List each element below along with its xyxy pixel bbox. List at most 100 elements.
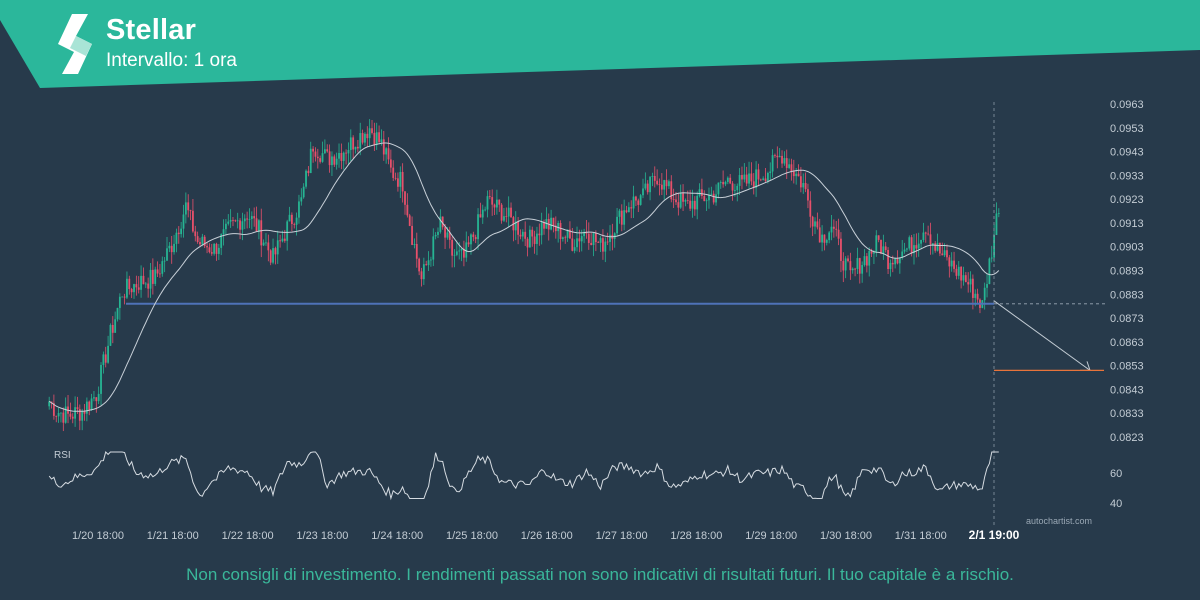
price-chart[interactable]: 0.0963 0.0953 0.0943 0.0933 0.0923 0.0913 0.09… bbox=[0, 0, 1200, 560]
candle-body bbox=[946, 250, 948, 258]
candle-body bbox=[481, 209, 484, 218]
candle-body bbox=[453, 254, 456, 256]
candle-body bbox=[887, 250, 889, 270]
candle-body bbox=[531, 229, 534, 237]
y-tick-label: 0.0933 bbox=[1110, 170, 1144, 182]
candle-body bbox=[639, 195, 642, 205]
candle-body bbox=[239, 220, 241, 230]
candle-body bbox=[463, 248, 465, 258]
candle-body bbox=[677, 202, 680, 208]
candle-body bbox=[484, 209, 487, 211]
candle-body bbox=[500, 204, 503, 221]
candle-body bbox=[710, 193, 713, 195]
candle-body bbox=[151, 269, 154, 284]
candle-body bbox=[880, 239, 882, 254]
candle-body bbox=[451, 239, 454, 256]
candle-body bbox=[788, 164, 790, 168]
y-axis: 0.0963 0.0953 0.0943 0.0933 0.0923 0.0913 0.09… bbox=[1110, 99, 1144, 444]
candle-body bbox=[194, 231, 197, 237]
candle-body bbox=[382, 139, 385, 155]
candle-body bbox=[279, 240, 282, 242]
candle-body bbox=[521, 231, 524, 237]
candle-body bbox=[215, 243, 218, 254]
candle-body bbox=[168, 245, 171, 249]
candle-body bbox=[564, 237, 567, 239]
x-tick-label: 1/26 18:00 bbox=[521, 530, 573, 542]
candle-body bbox=[182, 214, 185, 229]
candle-body bbox=[323, 149, 326, 154]
candle-body bbox=[321, 153, 324, 162]
candle-body bbox=[441, 216, 444, 228]
candle-body bbox=[345, 152, 347, 154]
y-tick-label: 0.0863 bbox=[1110, 337, 1144, 349]
candle-body bbox=[536, 233, 538, 244]
x-tick-label: 1/31 18:00 bbox=[895, 530, 947, 542]
candle-body bbox=[741, 175, 743, 180]
candle-body bbox=[389, 159, 392, 168]
candle-body bbox=[889, 262, 892, 270]
y-tick-label: 0.0913 bbox=[1110, 218, 1144, 230]
x-tick-label: 1/28 18:00 bbox=[670, 530, 722, 542]
candle-body bbox=[941, 253, 944, 256]
candle-body bbox=[295, 217, 298, 225]
candle-body bbox=[830, 226, 833, 233]
candle-body bbox=[792, 171, 795, 177]
candle-body bbox=[719, 182, 722, 183]
candle-body bbox=[399, 171, 402, 187]
candle-body bbox=[413, 243, 416, 245]
candle-body bbox=[385, 148, 388, 155]
x-tick-label: 1/30 18:00 bbox=[820, 530, 872, 542]
candle-body bbox=[653, 176, 656, 181]
candle-body bbox=[752, 181, 755, 188]
candle-body bbox=[104, 354, 107, 363]
candle-body bbox=[927, 233, 930, 235]
candle-body bbox=[632, 196, 635, 209]
candle-body bbox=[715, 194, 717, 203]
candle-body bbox=[397, 178, 399, 187]
candle-body bbox=[316, 156, 319, 159]
candle-body bbox=[757, 169, 760, 180]
candle-body bbox=[561, 237, 564, 239]
candle-body bbox=[64, 406, 67, 423]
candle-body bbox=[467, 242, 470, 245]
candle-body bbox=[578, 238, 581, 242]
candle-body bbox=[898, 257, 901, 264]
candle-body bbox=[199, 242, 201, 245]
candle-body bbox=[858, 258, 861, 274]
candle-body bbox=[229, 219, 232, 222]
candle-body bbox=[338, 153, 340, 159]
candle-body bbox=[260, 220, 263, 246]
candle-body bbox=[232, 219, 234, 221]
candle-body bbox=[432, 236, 435, 260]
candle-body bbox=[88, 401, 91, 410]
candle-body bbox=[771, 155, 774, 172]
candle-body bbox=[691, 200, 694, 209]
candle-body bbox=[359, 133, 362, 149]
candle-body bbox=[790, 164, 793, 172]
x-tick-label: 1/27 18:00 bbox=[596, 530, 648, 542]
candle-body bbox=[865, 256, 868, 266]
candle-body bbox=[585, 231, 588, 234]
candle-body bbox=[366, 133, 369, 139]
y-tick-label: 0.0833 bbox=[1110, 408, 1144, 420]
candle-body bbox=[644, 183, 647, 189]
candle-body bbox=[418, 258, 421, 272]
candle-body bbox=[849, 261, 852, 271]
x-tick-label: 1/20 18:00 bbox=[72, 530, 124, 542]
candle-body bbox=[161, 261, 164, 274]
candle-body bbox=[526, 238, 529, 248]
candle-body bbox=[957, 266, 960, 276]
candle-body bbox=[314, 151, 317, 157]
candle-body bbox=[762, 178, 765, 180]
candle-body bbox=[724, 181, 727, 185]
candle-body bbox=[832, 226, 835, 229]
candle-body bbox=[102, 354, 105, 365]
candle-body bbox=[658, 184, 661, 186]
candle-body bbox=[460, 248, 463, 251]
candle-body bbox=[576, 238, 578, 248]
y-tick-label: 0.0903 bbox=[1110, 242, 1144, 254]
candle-body bbox=[799, 176, 802, 188]
candle-body bbox=[340, 153, 343, 161]
candle-body bbox=[519, 234, 522, 237]
candle-body bbox=[675, 199, 677, 203]
